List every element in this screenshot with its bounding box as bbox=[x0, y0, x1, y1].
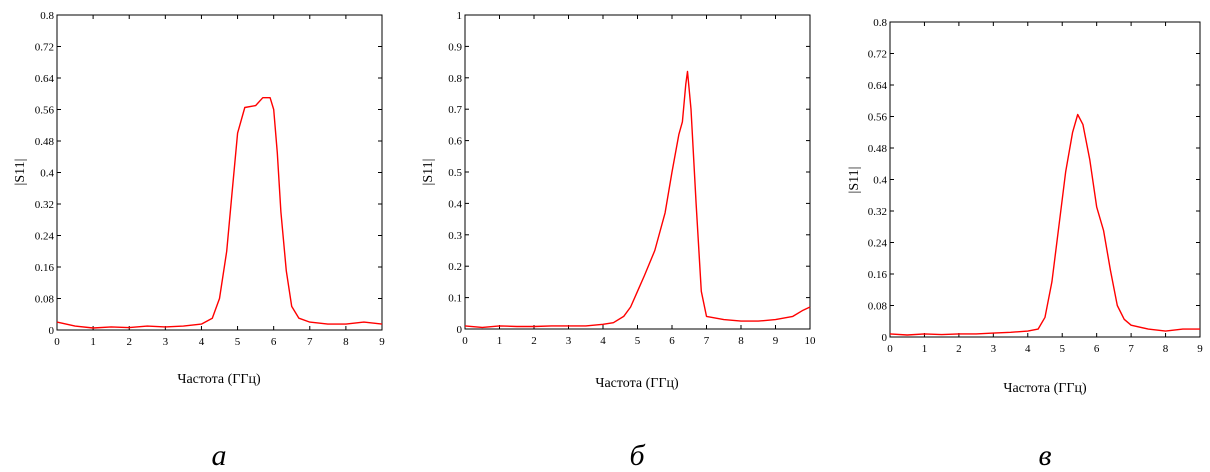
y-tick-label: 0.9 bbox=[448, 41, 462, 53]
x-tick-label: 7 bbox=[1128, 343, 1134, 355]
x-tick-label: 5 bbox=[235, 336, 241, 348]
x-tick-label: 9 bbox=[379, 336, 385, 348]
x-tick-label: 6 bbox=[669, 335, 675, 347]
y-tick-label: 0.2 bbox=[448, 261, 462, 273]
x-tick-label: 6 bbox=[271, 336, 277, 348]
plot-frame bbox=[464, 14, 811, 330]
x-tick-label: 8 bbox=[343, 336, 349, 348]
x-tick-label: 1 bbox=[90, 336, 96, 348]
x-tick-label: 0 bbox=[54, 336, 60, 348]
x-axis-ticks: 0 1 2 3 4 5 6 7 8 9 10 bbox=[462, 15, 816, 347]
y-tick-label: 0.3 bbox=[448, 230, 462, 242]
x-tick-label: 8 bbox=[738, 335, 744, 347]
y-tick-label: 0.64 bbox=[35, 73, 55, 85]
y-tick-label: 0.16 bbox=[868, 269, 888, 281]
x-axis-ticks: 0 1 2 3 4 5 6 7 8 9 bbox=[54, 15, 385, 348]
x-tick-label: 5 bbox=[635, 335, 641, 347]
y-tick-label: 0.32 bbox=[868, 206, 887, 218]
y-axis-label: |S11| bbox=[13, 159, 28, 186]
x-tick-label: 2 bbox=[126, 336, 132, 348]
y-tick-label: 0 bbox=[882, 332, 888, 344]
y-tick-label: 0.5 bbox=[448, 167, 462, 179]
y-tick-label: 0.7 bbox=[448, 104, 462, 116]
y-tick-label: 0.56 bbox=[868, 112, 888, 124]
y-tick-label: 0.4 bbox=[448, 198, 462, 210]
s11-curve bbox=[889, 113, 1200, 336]
y-tick-label: 0.72 bbox=[35, 42, 54, 54]
x-tick-label: 6 bbox=[1094, 343, 1100, 355]
x-tick-label: 9 bbox=[1197, 343, 1203, 355]
y-tick-label: 0.6 bbox=[448, 136, 462, 148]
y-tick-label: 1 bbox=[457, 10, 463, 22]
panel-caption: в bbox=[1038, 439, 1051, 472]
y-tick-label: 0.08 bbox=[35, 294, 55, 306]
y-tick-label: 0.16 bbox=[35, 262, 55, 274]
chart-panel-c: 00.080.160.240.320.40.480.560.640.720.8 … bbox=[847, 17, 1203, 472]
x-tick-label: 3 bbox=[163, 336, 169, 348]
y-tick-label: 0.56 bbox=[35, 105, 55, 117]
y-tick-label: 0.4 bbox=[40, 168, 54, 180]
x-tick-label: 4 bbox=[1025, 343, 1031, 355]
plot-frame bbox=[889, 21, 1201, 338]
x-tick-label: 4 bbox=[600, 335, 606, 347]
y-axis-ticks: 0 0.1 0.2 0.3 0.4 0.5 0.6 0.7 0.8 0.9 1 bbox=[448, 10, 810, 336]
x-tick-label: 4 bbox=[199, 336, 205, 348]
chart-panel-a: 00.080.160.240.320.40.480.560.640.720.8 … bbox=[13, 10, 385, 472]
y-axis-label: |S11| bbox=[421, 159, 436, 186]
y-tick-label: 0 bbox=[49, 325, 55, 337]
y-tick-label: 0.72 bbox=[868, 49, 887, 61]
panel-caption: а bbox=[212, 439, 227, 472]
y-tick-label: 0.24 bbox=[868, 238, 888, 250]
y-tick-label: 0.4 bbox=[873, 175, 887, 187]
s11-curve bbox=[464, 70, 811, 329]
y-axis-label: |S11| bbox=[847, 167, 862, 194]
x-tick-label: 7 bbox=[307, 336, 313, 348]
x-tick-label: 7 bbox=[704, 335, 710, 347]
x-axis-label: Частота (ГГц) bbox=[177, 372, 261, 387]
x-tick-label: 3 bbox=[991, 343, 997, 355]
x-tick-label: 9 bbox=[773, 335, 779, 347]
y-tick-label: 0.8 bbox=[873, 17, 887, 29]
y-tick-label: 0.32 bbox=[35, 199, 54, 211]
x-tick-label: 1 bbox=[497, 335, 503, 347]
y-tick-label: 0.1 bbox=[448, 293, 462, 305]
x-axis-ticks: 0 1 2 3 4 5 6 7 8 9 bbox=[887, 22, 1203, 355]
y-tick-label: 0.24 bbox=[35, 231, 55, 243]
x-tick-label: 0 bbox=[887, 343, 893, 355]
y-tick-label: 0.48 bbox=[868, 143, 888, 155]
chart-panel-b: 0 0.1 0.2 0.3 0.4 0.5 0.6 0.7 0.8 0.9 1 0 1 2 3 4 5 6 7 8 9… bbox=[421, 10, 816, 472]
y-tick-label: 0.8 bbox=[448, 73, 462, 85]
y-tick-label: 0 bbox=[457, 324, 463, 336]
x-tick-label: 2 bbox=[531, 335, 537, 347]
y-tick-label: 0.64 bbox=[868, 80, 888, 92]
x-axis-label: Частота (ГГц) bbox=[1003, 381, 1087, 396]
y-tick-label: 0.08 bbox=[868, 301, 888, 313]
s11-curve bbox=[56, 97, 383, 329]
x-tick-label: 3 bbox=[566, 335, 572, 347]
y-tick-label: 0.8 bbox=[40, 10, 54, 22]
y-axis-ticks: 0 0.08 0.16 0.24 0.32 0.4 0.48 0.56 0.64 0.72 0.8 bbox=[868, 17, 1200, 344]
panel-caption: б bbox=[629, 439, 645, 472]
x-axis-label: Частота (ГГц) bbox=[595, 376, 679, 391]
x-tick-label: 0 bbox=[462, 335, 468, 347]
x-tick-label: 5 bbox=[1059, 343, 1065, 355]
y-tick-label: 0.48 bbox=[35, 136, 55, 148]
x-tick-label: 10 bbox=[805, 335, 817, 347]
x-tick-label: 8 bbox=[1163, 343, 1169, 355]
plot-frame bbox=[56, 14, 383, 331]
x-tick-label: 2 bbox=[956, 343, 962, 355]
y-axis-ticks: 0 0.08 0.16 0.24 0.32 0.4 0.48 0.56 0.64 0.72 0.8 bbox=[35, 10, 382, 337]
x-tick-label: 1 bbox=[922, 343, 928, 355]
